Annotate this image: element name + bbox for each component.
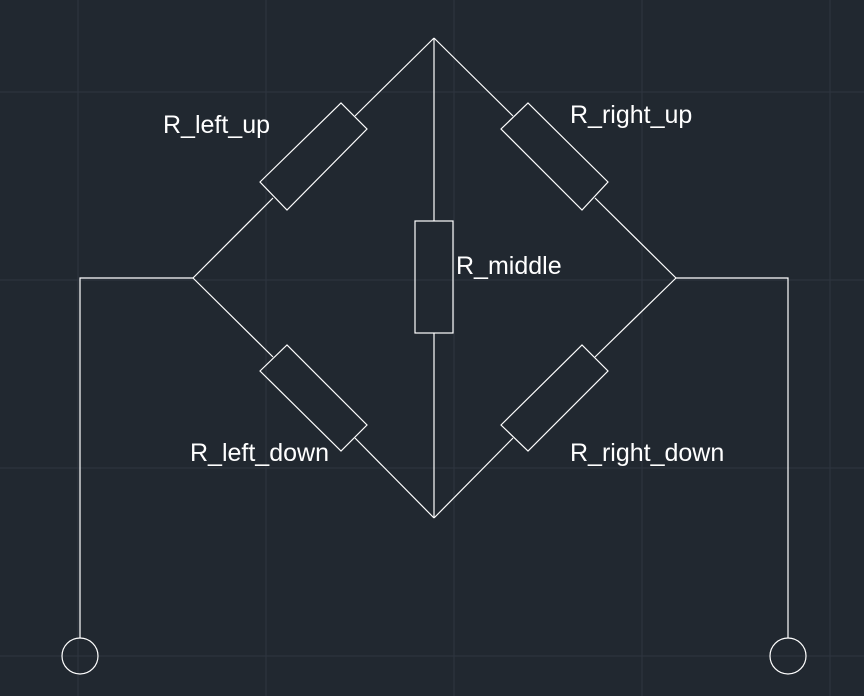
terminal-leads	[79, 277, 789, 638]
left-terminal-lead	[79, 277, 193, 638]
resistor-right-down	[500, 344, 609, 452]
resistor-middle	[414, 220, 454, 334]
resistor-left-up	[259, 102, 368, 211]
wire-top-to-left-up	[354, 37, 435, 117]
resistor-right-up	[500, 102, 609, 211]
bridge-wires	[192, 37, 677, 519]
label-r-right-down: R_right_down	[570, 439, 724, 467]
label-r-left-down: R_left_down	[190, 439, 329, 467]
wire-right-up-to-right-node	[594, 197, 677, 279]
right-terminal	[769, 637, 807, 675]
left-terminal	[61, 637, 99, 675]
right-terminal-lead	[676, 277, 789, 638]
wire-left-down-to-bottom	[354, 437, 435, 519]
wire-right-node-to-right-down	[594, 277, 677, 358]
wire-top-to-right-up	[433, 37, 514, 117]
label-r-left-up: R_left_up	[163, 111, 270, 139]
label-r-middle: R_middle	[456, 252, 562, 280]
wire-left-up-to-left-node	[192, 197, 274, 279]
label-r-right-up: R_right_up	[570, 101, 692, 129]
wire-left-node-to-left-down	[192, 277, 274, 358]
wire-right-down-to-bottom	[433, 437, 514, 519]
resistor-left-down	[259, 344, 368, 452]
